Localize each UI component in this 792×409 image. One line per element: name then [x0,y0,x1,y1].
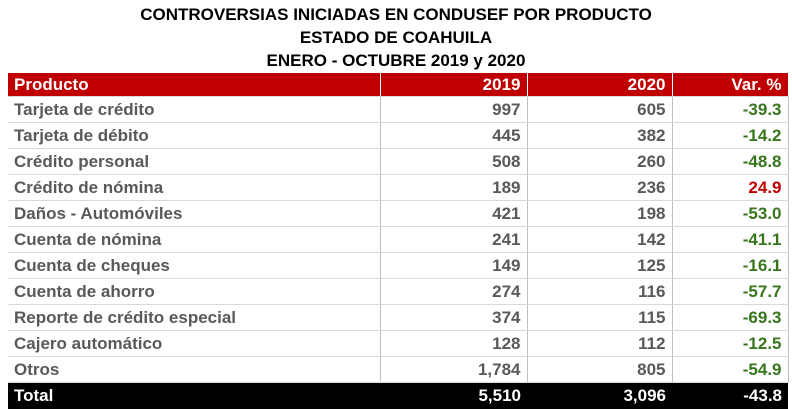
column-header: 2020 [527,73,672,97]
column-header: Producto [8,73,380,97]
table-cell: Crédito de nómina [8,175,380,201]
table-cell: 24.9 [672,175,788,201]
table-cell: 3,096 [527,383,672,409]
table-cell: -16.1 [672,253,788,279]
table-cell: 236 [527,175,672,201]
table-cell: Reporte de crédito especial [8,305,380,331]
title-line: CONTROVERSIAS INICIADAS EN CONDUSEF POR … [0,3,792,26]
table-cell: 508 [380,149,527,175]
table-cell: Cuenta de nómina [8,227,380,253]
table-cell: 5,510 [380,383,527,409]
table-cell: -54.9 [672,357,788,383]
table-cell: Cuenta de ahorro [8,279,380,305]
table-cell: 274 [380,279,527,305]
table-cell: Total [8,383,380,409]
table-cell: 125 [527,253,672,279]
table-cell: 241 [380,227,527,253]
table-cell: 128 [380,331,527,357]
column-header: 2019 [380,73,527,97]
table-cell: Daños - Automóviles [8,201,380,227]
table-cell: 997 [380,97,527,123]
table-cell: 445 [380,123,527,149]
table-cell: -14.2 [672,123,788,149]
table-cell: 142 [527,227,672,253]
table-cell: Cuenta de cheques [8,253,380,279]
table-cell: -43.8 [672,383,788,409]
table-cell: 421 [380,201,527,227]
table-cell: 115 [527,305,672,331]
table-cell: Crédito personal [8,149,380,175]
table-cell: 374 [380,305,527,331]
table-cell: Otros [8,357,380,383]
table-cell: -39.3 [672,97,788,123]
table-cell: -69.3 [672,305,788,331]
table-cell: -48.8 [672,149,788,175]
table-cell: 382 [527,123,672,149]
table-cell: 189 [380,175,527,201]
table-cell: -53.0 [672,201,788,227]
column-header: Var. % [672,73,788,97]
table-cell: 605 [527,97,672,123]
title-block: CONTROVERSIAS INICIADAS EN CONDUSEF POR … [0,3,792,72]
title-line: ENERO - OCTUBRE 2019 y 2020 [0,49,792,72]
table-cell: 805 [527,357,672,383]
table-cell: Cajero automático [8,331,380,357]
table-cell: 260 [527,149,672,175]
table-cell: 1,784 [380,357,527,383]
table-cell: 112 [527,331,672,357]
table-cell: 149 [380,253,527,279]
table-cell: Tarjeta de débito [8,123,380,149]
table-cell: -12.5 [672,331,788,357]
table-cell: -57.7 [672,279,788,305]
table-cell: 116 [527,279,672,305]
table-cell: -41.1 [672,227,788,253]
table-cell: 198 [527,201,672,227]
table-cell: Tarjeta de crédito [8,97,380,123]
title-line: ESTADO DE COAHUILA [0,26,792,49]
